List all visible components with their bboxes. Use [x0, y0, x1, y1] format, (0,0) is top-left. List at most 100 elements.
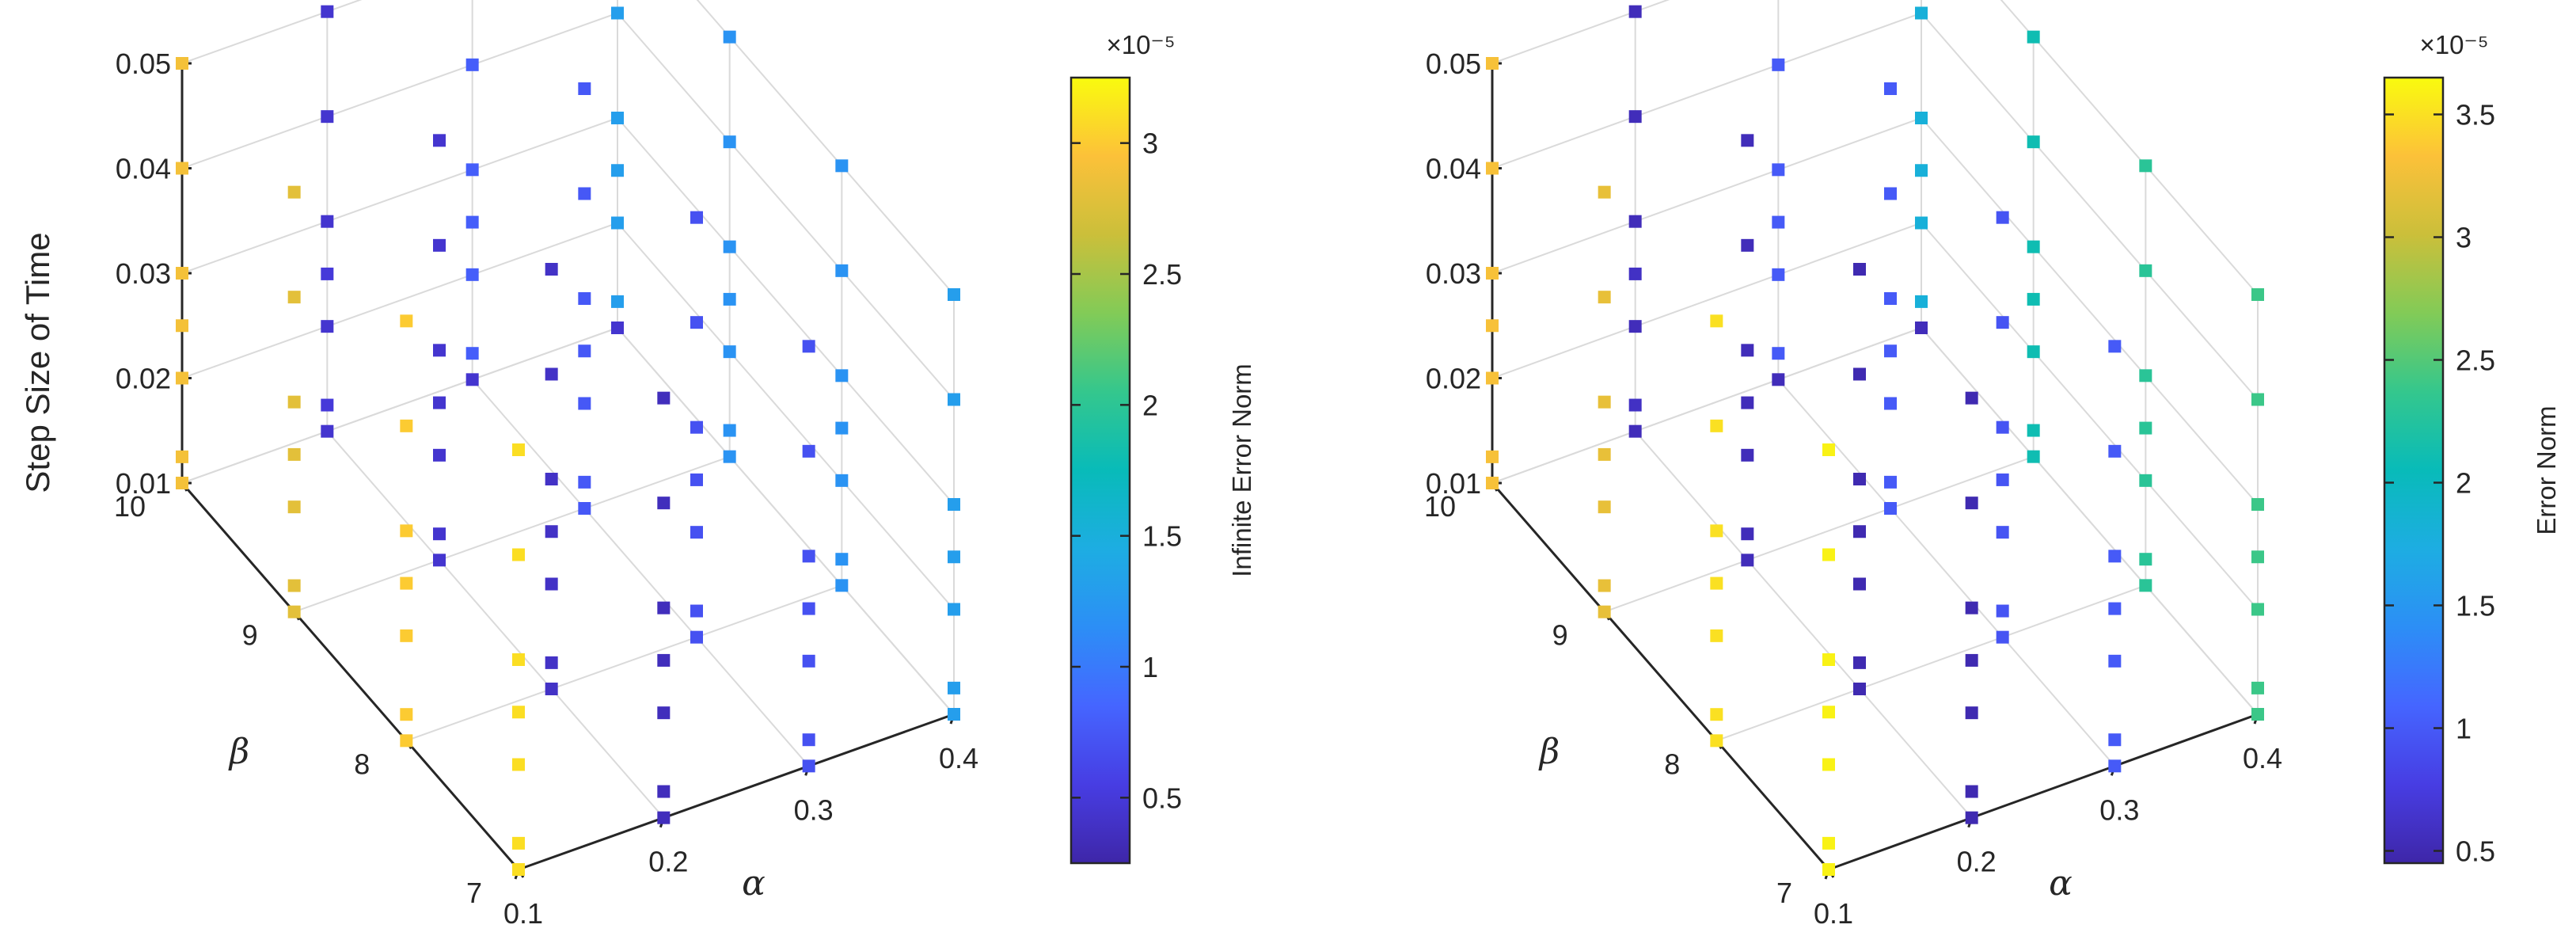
data-point: [723, 240, 736, 253]
colorbar-tick-label: 0.5: [1142, 782, 1182, 814]
data-point: [1628, 110, 1642, 124]
data-point: [1598, 185, 1611, 199]
data-point: [545, 263, 558, 276]
z-tick-label: 0.02: [116, 363, 171, 395]
data-point: [465, 58, 479, 71]
data-point: [321, 267, 334, 280]
data-point: [657, 601, 671, 614]
data-point: [2108, 550, 2122, 563]
data-point: [545, 473, 558, 485]
data-point: [657, 706, 671, 720]
data-point: [1822, 758, 1835, 771]
data-point: [723, 345, 736, 359]
colorbar-tick-label: 2: [2456, 467, 2472, 500]
data-point: [512, 758, 525, 771]
data-point: [1628, 267, 1642, 280]
data-point: [512, 863, 525, 876]
data-point: [2027, 292, 2040, 306]
data-point: [287, 447, 301, 461]
colorbar-exponent: ×10⁻⁵: [2419, 30, 2488, 59]
data-point: [1772, 215, 1785, 229]
data-point: [1710, 576, 1723, 590]
z-tick-label: 0.01: [116, 467, 171, 500]
data-point: [1965, 497, 1978, 510]
colorbar: 0.5 1 1.5 2 2.5 3 ×10⁻⁵ Infinite Error Norm: [1070, 30, 1256, 865]
data-point: [835, 369, 849, 382]
data-point: [1822, 836, 1835, 850]
data-point: [1741, 448, 1754, 462]
data-point: [2139, 474, 2152, 487]
z-tick-label: 0.04: [116, 153, 171, 185]
data-point: [1741, 238, 1754, 252]
data-point: [611, 322, 624, 334]
data-point: [2251, 498, 2264, 511]
data-point: [2027, 240, 2040, 253]
z-axis-label: Step Size of Time: [19, 232, 56, 493]
y-tick-label: 10: [114, 490, 146, 523]
data-point: [1628, 320, 1642, 333]
data-point: [1822, 706, 1835, 719]
data-point: [1853, 683, 1866, 695]
data-point: [287, 579, 301, 592]
z-tick-label: 0.05: [1426, 48, 1481, 80]
data-point: [2108, 654, 2122, 668]
data-point: [321, 424, 334, 438]
data-point: [578, 82, 591, 95]
data-point: [1996, 473, 2009, 486]
data-point: [1628, 215, 1642, 228]
x-tick-label: 0.2: [1957, 846, 1997, 878]
data-point: [1884, 82, 1897, 95]
data-point: [176, 477, 188, 489]
data-point: [1965, 601, 1978, 614]
data-point: [2139, 264, 2152, 277]
z-tick-label: 0.02: [1426, 363, 1481, 395]
data-point: [835, 474, 849, 487]
data-point: [176, 371, 188, 385]
colorbar-tick-label: 1.5: [2456, 590, 2495, 622]
data-point: [1996, 211, 2009, 224]
colorbar-tick-label: 0.5: [2456, 835, 2495, 868]
data-point: [433, 134, 446, 147]
data-point: [1486, 477, 1499, 489]
x-axis-line: [518, 713, 955, 871]
data-point: [433, 448, 446, 462]
data-point: [1853, 656, 1866, 669]
data-point: [176, 267, 188, 280]
x-tick-label: 0.1: [1814, 897, 1853, 930]
data-point: [2139, 553, 2152, 566]
data-point: [1965, 706, 1978, 720]
data-point: [512, 706, 525, 719]
y-axis-label: β: [1538, 732, 1560, 772]
x-axis-line: [1828, 713, 2259, 871]
data-point: [287, 605, 301, 618]
data-point: [1628, 424, 1642, 438]
data-point: [657, 391, 671, 405]
data-point: [321, 320, 334, 333]
data-point: [465, 268, 479, 281]
data-point: [1996, 604, 2009, 618]
data-point: [948, 288, 960, 301]
data-point: [2108, 444, 2122, 458]
data-point: [1915, 216, 1928, 230]
data-point: [1884, 475, 1897, 489]
data-point: [690, 316, 703, 329]
data-point: [2139, 369, 2152, 382]
z-tick-label: 0.04: [1426, 153, 1481, 185]
data-point: [657, 811, 671, 824]
x-tick-label: 0.4: [2243, 742, 2282, 774]
data-point: [287, 291, 301, 304]
data-point: [2251, 288, 2264, 301]
data-point: [176, 450, 188, 463]
grid: [1491, 0, 2259, 870]
data-point: [1772, 268, 1785, 281]
data-point: [465, 163, 479, 177]
data-point: [578, 344, 591, 358]
data-point: [400, 419, 413, 432]
y-tick-label: 9: [1552, 619, 1568, 652]
colorbar-label: Infinite Error Norm: [1227, 363, 1256, 577]
data-point: [400, 708, 413, 721]
data-point: [690, 211, 703, 224]
data-point: [2251, 603, 2264, 616]
data-point: [1853, 525, 1866, 538]
data-point: [1915, 164, 1928, 177]
